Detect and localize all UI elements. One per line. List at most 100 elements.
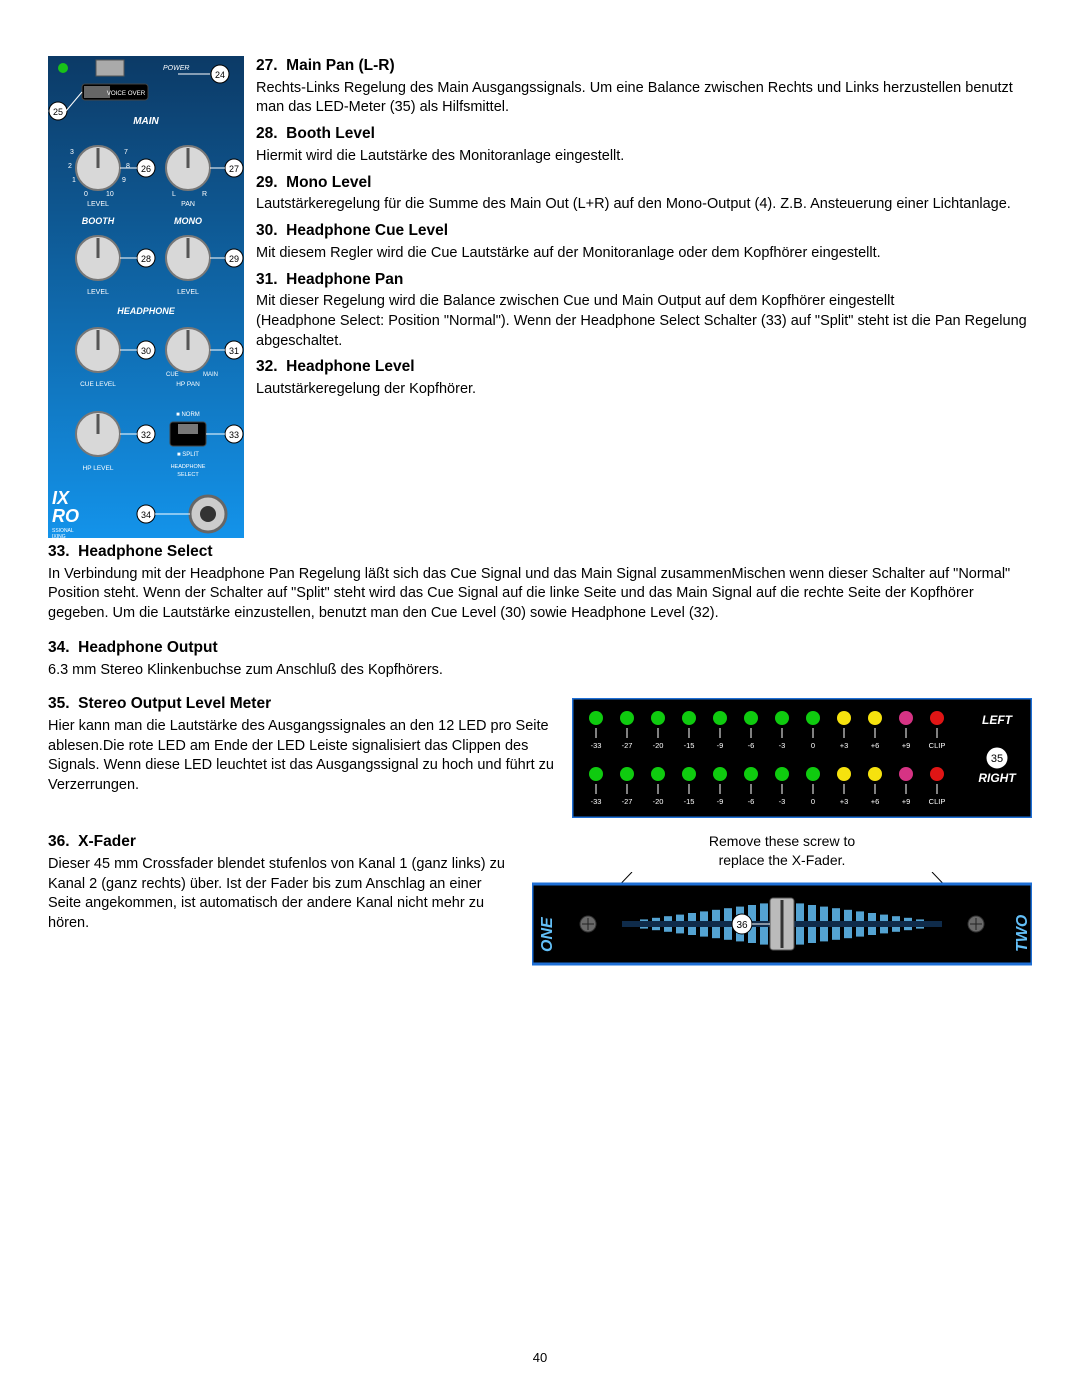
- svg-text:-15: -15: [684, 741, 695, 750]
- svg-text:MAIN: MAIN: [203, 372, 218, 378]
- svg-text:HP PAN: HP PAN: [176, 381, 200, 388]
- callout-30: 30: [141, 346, 151, 356]
- svg-text:SELECT: SELECT: [177, 472, 199, 478]
- top-row: POWER 24 VOICE OVER 25 MAIN 37 28 19 010…: [48, 56, 1032, 538]
- section-33: 33. Headphone Select In Verbindung mit d…: [48, 542, 1032, 624]
- svg-text:R: R: [202, 191, 207, 198]
- svg-text:■ NORM: ■ NORM: [176, 412, 200, 418]
- callout-31: 31: [229, 346, 239, 356]
- svg-text:CLIP: CLIP: [929, 797, 946, 806]
- svg-text:0: 0: [811, 797, 815, 806]
- svg-text:7: 7: [124, 149, 128, 156]
- svg-text:-33: -33: [591, 797, 602, 806]
- svg-text:-6: -6: [748, 797, 755, 806]
- svg-text:+6: +6: [871, 797, 880, 806]
- svg-text:+3: +3: [840, 797, 849, 806]
- svg-text:LEFT: LEFT: [982, 713, 1014, 727]
- body-30: Mit diesem Regler wird die Cue Lautstärk…: [256, 244, 1032, 264]
- page-number: 40: [0, 1349, 1080, 1367]
- svg-text:-3: -3: [779, 741, 786, 750]
- svg-text:0: 0: [811, 741, 815, 750]
- heading-33: 33. Headphone Select: [48, 542, 1032, 563]
- svg-text:9: 9: [122, 177, 126, 184]
- led-meter-figure: -33 -27 -20 -15 -9 -6 -3 0 +3 +6 +9 CLIP LEFT 35 -3…: [572, 698, 1032, 818]
- sections-right-column: 27. Main Pan (L-R) Rechts-Links Regelung…: [256, 56, 1032, 538]
- callout-36: 36: [736, 920, 748, 931]
- section-29: 29. Mono Level Lautstärkeregelung für di…: [256, 173, 1032, 215]
- heading-31: 31. Headphone Pan: [256, 270, 1032, 291]
- svg-text:-15: -15: [684, 797, 695, 806]
- svg-text:IXING: IXING: [52, 534, 66, 538]
- svg-text:-27: -27: [622, 741, 633, 750]
- body-34: 6.3 mm Stereo Klinkenbuchse zum Anschluß…: [48, 661, 1032, 681]
- svg-text:RO: RO: [52, 506, 79, 526]
- heading-30: 30. Headphone Cue Level: [256, 221, 1032, 242]
- svg-text:IX: IX: [52, 488, 70, 508]
- xfader-caption: Remove these screw to replace the X-Fade…: [532, 832, 1032, 870]
- svg-text:-20: -20: [653, 741, 664, 750]
- body-27: Rechts-Links Regelung des Main Ausgangss…: [256, 79, 1032, 118]
- svg-text:-9: -9: [717, 797, 724, 806]
- svg-text:HP LEVEL: HP LEVEL: [83, 465, 114, 472]
- callout-32: 32: [141, 430, 151, 440]
- svg-text:8: 8: [126, 163, 130, 170]
- svg-text:ONE: ONE: [539, 916, 556, 952]
- heading-27: 27. Main Pan (L-R): [256, 56, 1032, 77]
- svg-text:0: 0: [84, 191, 88, 198]
- callout-26: 26: [141, 164, 151, 174]
- section-31: 31. Headphone Pan Mit dieser Regelung wi…: [256, 270, 1032, 352]
- section-30: 30. Headphone Cue Level Mit diesem Regle…: [256, 221, 1032, 263]
- svg-text:HEADPHONE: HEADPHONE: [171, 464, 206, 470]
- svg-text:LEVEL: LEVEL: [177, 289, 199, 296]
- svg-text:-27: -27: [622, 797, 633, 806]
- callout-35: 35: [991, 753, 1003, 765]
- callout-33: 33: [229, 430, 239, 440]
- body-33: In Verbindung mit der Headphone Pan Rege…: [48, 565, 1032, 624]
- svg-text:CUE LEVEL: CUE LEVEL: [80, 381, 116, 388]
- callout-25: 25: [53, 107, 63, 117]
- xfader-figure: Remove these screw to replace the X-Fade…: [532, 832, 1032, 978]
- section-32: 32. Headphone Level Lautstärkeregelung d…: [256, 357, 1032, 399]
- svg-text:CLIP: CLIP: [929, 741, 946, 750]
- body-29: Lautstärkeregelung für die Summe des Mai…: [256, 195, 1032, 215]
- xfader-svg: ONE TWO 36: [532, 872, 1032, 972]
- label-power: POWER: [163, 65, 189, 72]
- svg-text:10: 10: [106, 191, 114, 198]
- heading-28: 28. Booth Level: [256, 124, 1032, 145]
- svg-text:-20: -20: [653, 797, 664, 806]
- svg-text:LEVEL: LEVEL: [87, 201, 109, 208]
- svg-text:3: 3: [70, 149, 74, 156]
- svg-text:LEVEL: LEVEL: [87, 289, 109, 296]
- section-27: 27. Main Pan (L-R) Rechts-Links Regelung…: [256, 56, 1032, 118]
- svg-text:-6: -6: [748, 741, 755, 750]
- section-28: 28. Booth Level Hiermit wird die Lautstä…: [256, 124, 1032, 166]
- section-36: Remove these screw to replace the X-Fade…: [48, 832, 1032, 978]
- body-31: Mit dieser Regelung wird die Balance zwi…: [256, 292, 1032, 351]
- body-32: Lautstärkeregelung der Kopfhörer.: [256, 380, 1032, 400]
- svg-text:MONO: MONO: [174, 216, 202, 226]
- mixer-panel-figure: POWER 24 VOICE OVER 25 MAIN 37 28 19 010…: [48, 56, 244, 538]
- heading-32: 32. Headphone Level: [256, 357, 1032, 378]
- svg-text:CUE: CUE: [166, 372, 179, 378]
- body-28: Hiermit wird die Lautstärke des Monitora…: [256, 147, 1032, 167]
- svg-text:+9: +9: [902, 741, 911, 750]
- body-36: Dieser 45 mm Crossfader blendet stufenlo…: [48, 855, 518, 933]
- callout-34: 34: [141, 510, 151, 520]
- callout-29: 29: [229, 254, 239, 264]
- label-main: MAIN: [133, 116, 159, 127]
- svg-text:HEADPHONE: HEADPHONE: [117, 306, 176, 316]
- svg-text:-3: -3: [779, 797, 786, 806]
- svg-text:PAN: PAN: [181, 201, 195, 208]
- svg-text:■ SPLIT: ■ SPLIT: [177, 452, 199, 458]
- svg-text:BOOTH: BOOTH: [82, 216, 115, 226]
- callout-28: 28: [141, 254, 151, 264]
- svg-text:-9: -9: [717, 741, 724, 750]
- svg-text:TWO: TWO: [1014, 914, 1031, 952]
- meter-svg: -33 -27 -20 -15 -9 -6 -3 0 +3 +6 +9 CLIP LEFT 35 -3…: [572, 698, 1032, 818]
- section-34: 34. Headphone Output 6.3 mm Stereo Klink…: [48, 638, 1032, 680]
- heading-29: 29. Mono Level: [256, 173, 1032, 194]
- svg-text:1: 1: [72, 177, 76, 184]
- svg-text:+9: +9: [902, 797, 911, 806]
- svg-text:-33: -33: [591, 741, 602, 750]
- heading-34: 34. Headphone Output: [48, 638, 1032, 659]
